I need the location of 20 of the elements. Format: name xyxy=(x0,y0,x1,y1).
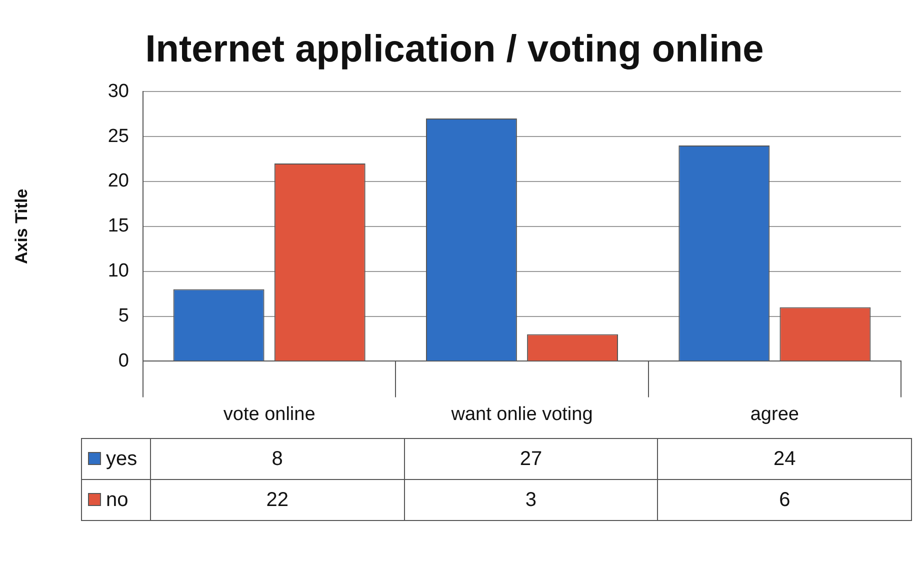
x-tick-label: agree xyxy=(750,404,799,425)
data-label: 22 xyxy=(150,480,404,520)
x-tick-label: vote online xyxy=(223,404,316,425)
y-tick-label: 10 xyxy=(108,260,129,282)
y-axis-title: Axis Title xyxy=(12,188,31,264)
x-tick-label: want onlie voting xyxy=(450,404,593,425)
y-tick-label: 25 xyxy=(108,126,129,147)
data-label: 24 xyxy=(658,438,912,480)
y-tick-label: 0 xyxy=(118,350,129,372)
legend-label: yes xyxy=(106,448,138,470)
data-label: 27 xyxy=(404,438,658,480)
data-label: 6 xyxy=(658,480,912,520)
data-label: 8 xyxy=(150,438,404,480)
chart-title: Internet application / voting online xyxy=(145,28,764,70)
y-tick-label: 5 xyxy=(118,306,129,326)
y-tick-label: 20 xyxy=(108,170,129,192)
y-tick-label: 15 xyxy=(108,216,129,237)
legend-label: no xyxy=(106,488,128,510)
y-tick-label: 30 xyxy=(108,80,129,102)
data-label: 3 xyxy=(404,480,658,520)
